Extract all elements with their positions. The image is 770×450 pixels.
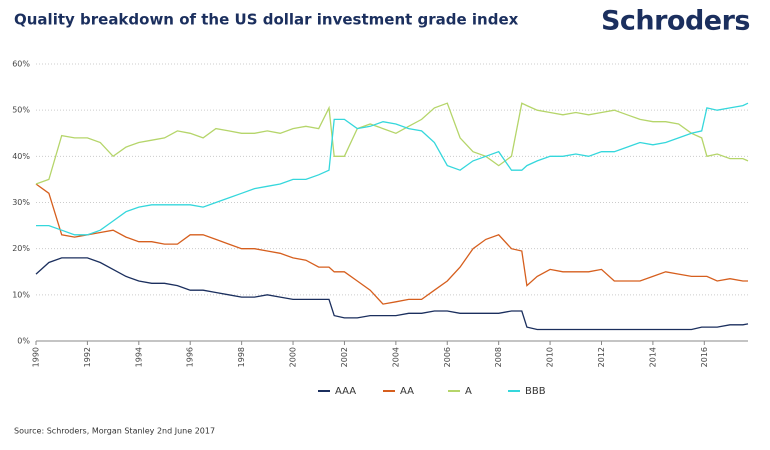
x-tick-label: 2010 xyxy=(546,347,555,367)
series-line xyxy=(35,102,749,185)
x-tick-label: 1992 xyxy=(83,347,92,367)
x-tick-label: 2008 xyxy=(494,347,503,367)
legend-label: BBB xyxy=(525,386,546,397)
y-tick-label: 30% xyxy=(12,198,30,207)
brand-logo: Schroders xyxy=(601,6,750,37)
y-tick-label: 20% xyxy=(12,244,30,253)
x-tick-label: 2002 xyxy=(340,347,349,367)
x-tick-label: 2012 xyxy=(597,347,606,367)
x-tick-label: 2006 xyxy=(443,347,452,367)
y-tick-label: 0% xyxy=(17,337,30,346)
x-tick-label: 1998 xyxy=(237,347,246,367)
legend-label: AA xyxy=(400,386,414,397)
y-tick-label: 10% xyxy=(12,290,30,299)
x-tick-label: 2004 xyxy=(391,347,400,367)
x-tick-label: 2016 xyxy=(700,347,709,367)
source-note: Source: Schroders, Morgan Stanley 2nd Ju… xyxy=(14,427,215,436)
x-tick-label: 2014 xyxy=(648,347,657,367)
x-tick-label: 2000 xyxy=(289,347,298,367)
x-tick-label: 1990 xyxy=(32,347,41,367)
x-tick-label: 1994 xyxy=(134,347,143,367)
x-tick-label: 1996 xyxy=(186,347,195,367)
chart-title: Quality breakdown of the US dollar inves… xyxy=(14,11,519,29)
y-tick-label: 40% xyxy=(12,152,30,161)
y-tick-label: 50% xyxy=(12,106,30,115)
legend-label: AAA xyxy=(335,386,356,397)
y-tick-label: 60% xyxy=(12,60,30,69)
legend-label: A xyxy=(465,386,472,397)
series-line xyxy=(35,183,748,305)
series-line xyxy=(36,102,749,236)
series-line xyxy=(35,257,749,331)
